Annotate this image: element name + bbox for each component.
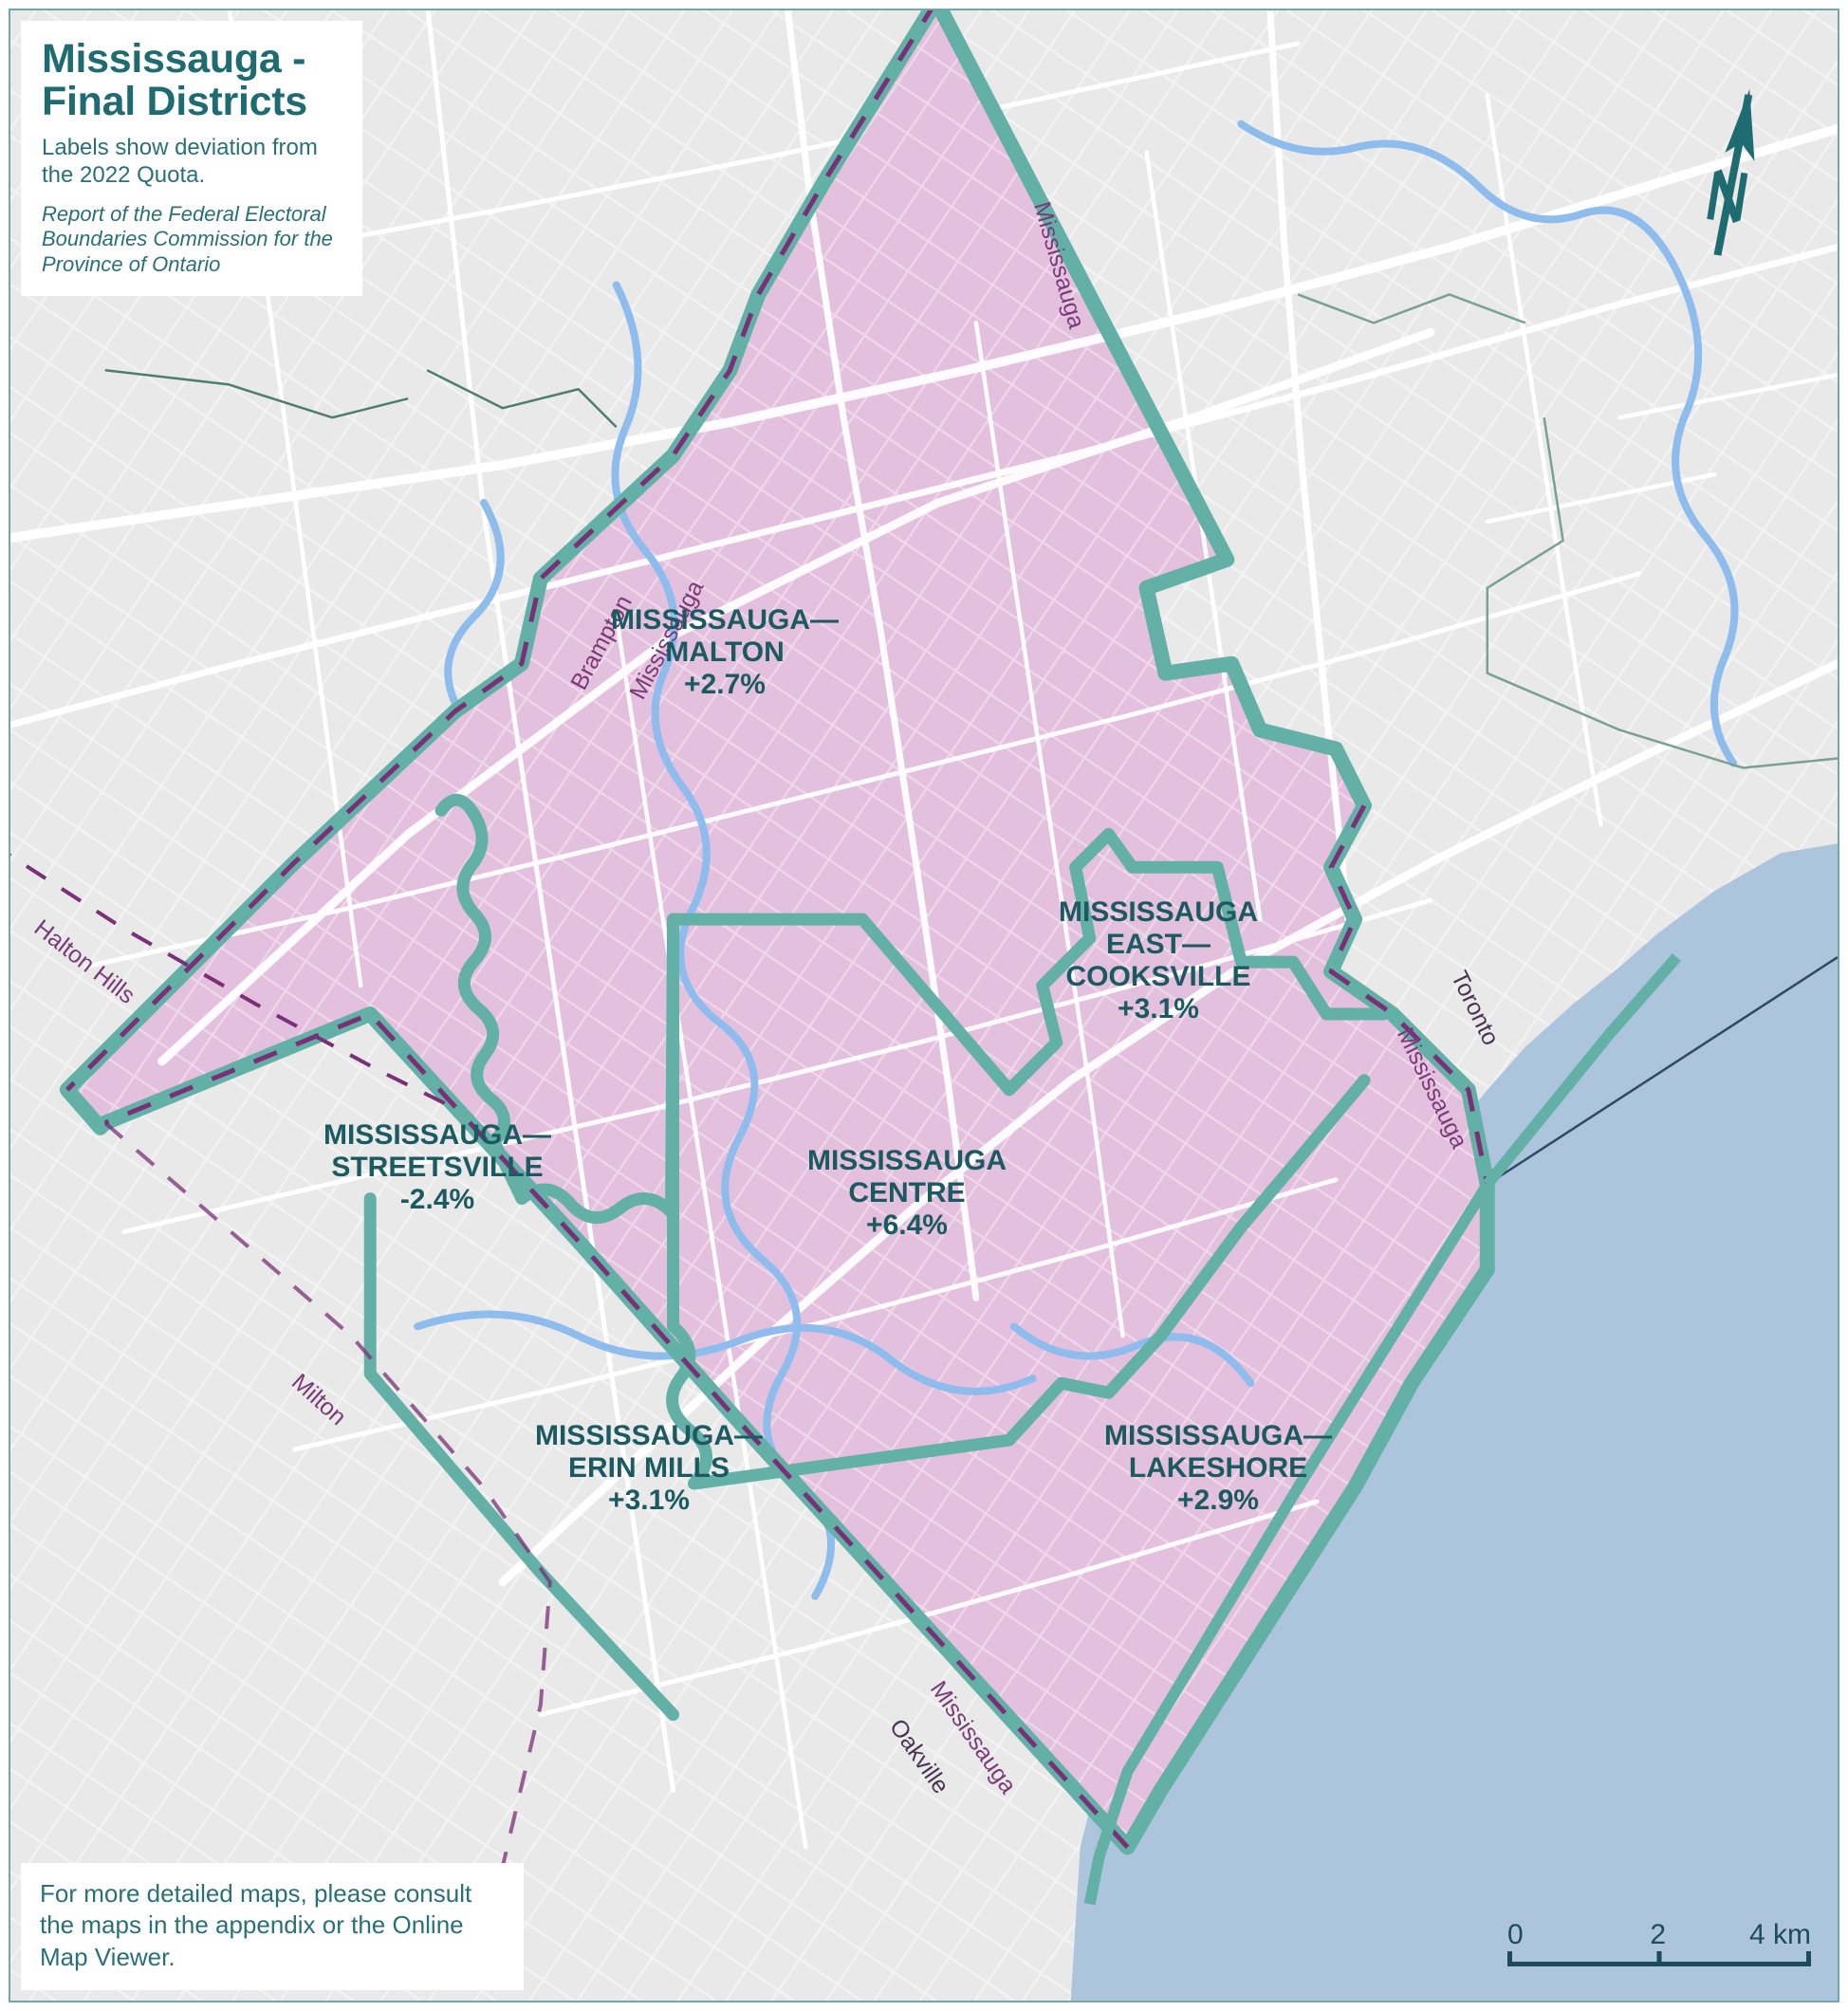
- scale-label-0: 0: [1507, 1919, 1524, 1950]
- north-arrow-glyph: [1707, 89, 1755, 256]
- offshore-district-boundary: [1083, 953, 1681, 1906]
- title-subtitle: Labels show deviation from the 2022 Quot…: [42, 135, 318, 188]
- lake-ontario: [1070, 843, 1838, 2001]
- map-frame: MISSISSAUGA— MALTON +2.7% MISSISSAUGA EA…: [9, 9, 1839, 2002]
- district-outer-boundary: [59, 10, 1495, 1855]
- scale-bar-ruler: [1507, 1951, 1811, 1966]
- north-arrow: [1703, 84, 1769, 265]
- scale-label-2: 2: [1650, 1919, 1667, 1950]
- page-title: Mississauga - Final Districts: [42, 36, 307, 125]
- district-boundary-lines: [363, 793, 1390, 1722]
- scale-bar: 0 2 4 km: [1507, 1919, 1811, 1966]
- title-block: Mississauga - Final Districts Labels sho…: [21, 21, 362, 297]
- title-source-note: Report of the Federal Electoral Boundari…: [42, 201, 333, 276]
- scale-label-4: 4 km: [1748, 1919, 1811, 1950]
- footer-note: For more detailed maps, please consult t…: [21, 1863, 524, 1990]
- map-canvas: [10, 10, 1838, 2001]
- scale-bar-labels: 0 2 4 km: [1507, 1919, 1811, 1951]
- scale-bar-mid-tick: [1656, 1951, 1662, 1966]
